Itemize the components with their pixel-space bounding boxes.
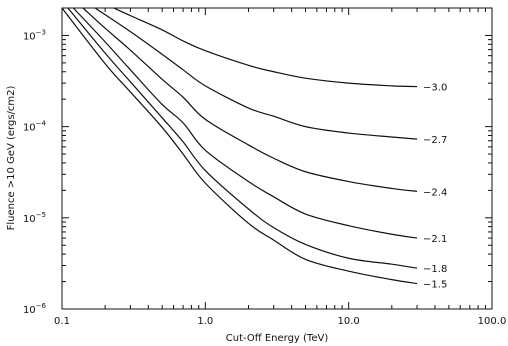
y-tick-label: 10−6 xyxy=(23,302,47,316)
series-label: −2.4 xyxy=(423,187,447,198)
y-tick-label: 10−4 xyxy=(23,120,47,134)
series-label: −3.0 xyxy=(423,83,447,94)
y-tick-base: 10 xyxy=(23,214,36,225)
y-tick-base: 10 xyxy=(23,31,36,42)
series-line xyxy=(61,7,418,285)
series-line xyxy=(113,7,418,88)
plot-frame xyxy=(61,7,493,310)
x-tick-label: 0.1 xyxy=(54,316,70,327)
x-axis-ticks: 0.1 1.0 10.0 100.0 xyxy=(54,8,506,327)
series-label: −2.7 xyxy=(423,135,447,146)
series-line xyxy=(82,7,418,192)
y-tick-exponent: −5 xyxy=(36,211,46,219)
curves xyxy=(61,7,418,285)
y-tick-label: 10−3 xyxy=(23,28,46,42)
y-axis-label: Fluence >10 GeV (ergs/cm2) xyxy=(6,85,17,230)
series-line xyxy=(72,7,418,239)
y-axis-ticks: 10−610−510−410−3 xyxy=(23,7,492,316)
series-label: −1.8 xyxy=(423,264,447,275)
series-line xyxy=(67,7,418,269)
x-axis-label: Cut-Off Energy (TeV) xyxy=(226,333,329,344)
series-label: −2.1 xyxy=(423,234,447,245)
y-tick-label: 10−5 xyxy=(23,211,46,225)
series-line xyxy=(94,7,418,140)
x-tick-label: 1.0 xyxy=(197,316,213,327)
y-tick-exponent: −3 xyxy=(36,28,46,36)
y-tick-exponent: −4 xyxy=(36,120,47,128)
x-tick-label: 10.0 xyxy=(338,316,360,327)
y-tick-base: 10 xyxy=(23,123,36,134)
y-tick-exponent: −6 xyxy=(36,302,47,310)
series-label: −1.5 xyxy=(423,280,447,291)
curve-labels: −3.0 −2.7 −2.4 −2.1 −1.8 −1.5 xyxy=(423,83,447,291)
y-tick-base: 10 xyxy=(23,305,36,316)
x-tick-label: 100.0 xyxy=(478,316,507,327)
